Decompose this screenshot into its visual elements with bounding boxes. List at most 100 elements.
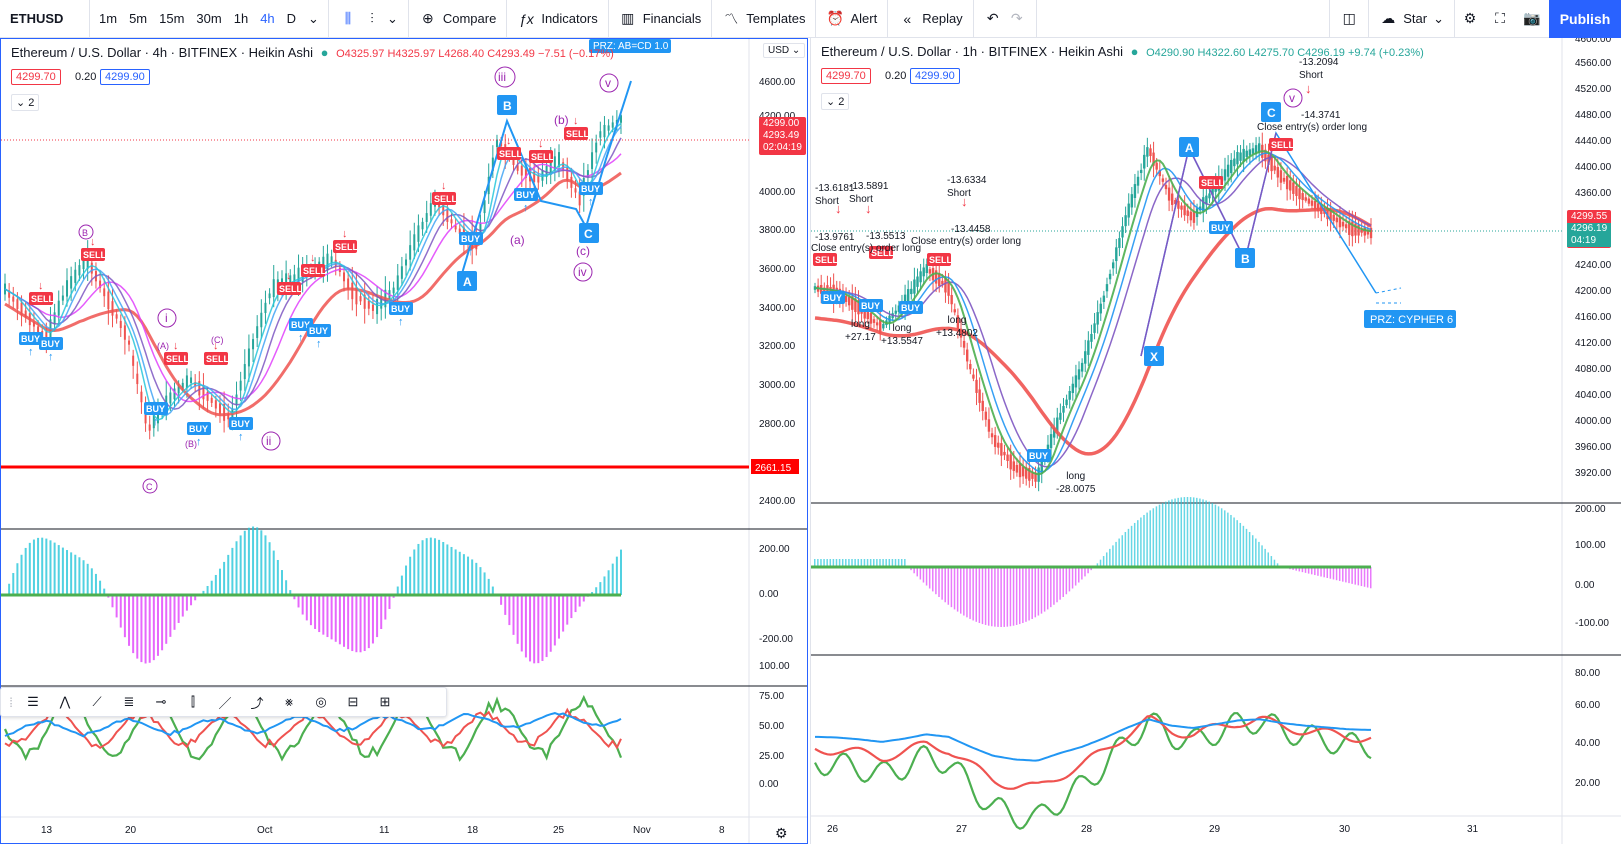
long-position-icon[interactable]: ⊟	[347, 694, 359, 709]
interval-15m[interactable]: 15m	[159, 11, 185, 26]
svg-text:SELL: SELL	[815, 255, 839, 265]
left-label-C[interactable]: C	[579, 223, 599, 243]
buy-signal-6[interactable]: BUY ↑	[144, 402, 168, 428]
sell-signal-5[interactable]: SELL ↓	[204, 340, 230, 365]
interval-4h[interactable]: 4h	[260, 11, 275, 26]
sell-signal-11[interactable]: SELL ↓	[333, 228, 359, 253]
buy-signal-8[interactable]: BUY ↑	[229, 417, 253, 443]
buy-signal-13[interactable]: BUY ↑	[307, 324, 331, 350]
buy-signal-2[interactable]: BUY ↑	[39, 337, 63, 363]
buy-signal-7[interactable]: BUY ↑	[187, 422, 211, 448]
sell-signal-3[interactable]: SELL ↓	[81, 236, 107, 261]
curve-icon[interactable]: ◎	[315, 694, 327, 709]
interval-5m[interactable]: 5m	[129, 11, 148, 26]
screenshot-button[interactable]: 📷	[1515, 0, 1549, 38]
compare-button[interactable]: ⊕ Compare	[409, 0, 508, 38]
trend-line-icon[interactable]: ⟋	[92, 694, 102, 709]
axis-settings-gear-icon[interactable]: ⚙	[775, 825, 788, 841]
sell-signal-9[interactable]: SELL ↓	[277, 270, 303, 295]
financials-button[interactable]: ▥ Financials	[609, 0, 713, 38]
right-buy-signal-8[interactable]: BUY	[1209, 221, 1233, 234]
sell-signal-15[interactable]: SELL ↓	[432, 180, 458, 205]
right-label-A[interactable]: A	[1179, 137, 1199, 157]
right-sell-signal-7[interactable]: SELL	[1199, 176, 1225, 189]
sell-signal-10[interactable]: SELL ↓	[301, 252, 327, 277]
bars-pattern-icon[interactable]: ⫿	[190, 694, 196, 709]
right-chart-pane[interactable]: A B C X v PRZ: CYPHER 6 SELL SELL SELL BUY B…	[810, 38, 1621, 844]
sell-signal-0[interactable]: SELL ↓	[29, 280, 55, 305]
lines-icon[interactable]: ☰	[27, 694, 39, 709]
left-bid-button[interactable]: 4299.70	[11, 69, 61, 85]
right-buy-signal-3[interactable]: BUY	[821, 291, 845, 304]
interval-1m[interactable]: 1m	[99, 11, 118, 26]
buy-signal-21[interactable]: BUY ↑	[579, 182, 603, 208]
right-sell-signal-1[interactable]: SELL	[869, 246, 895, 259]
layout-button[interactable]: ◫	[1329, 0, 1370, 38]
xabcd-icon[interactable]: ⨳	[284, 694, 294, 709]
short-position-icon[interactable]: ⊞	[379, 694, 391, 709]
right-price-axis[interactable]	[1562, 38, 1621, 844]
left-label-B[interactable]: B	[497, 95, 517, 115]
symbol-search[interactable]: ETHUSD	[0, 0, 90, 38]
horizontal-line-icon[interactable]: ⊸	[155, 694, 167, 709]
cypher-pattern-blue[interactable]	[1140, 131, 1377, 357]
right-bid-button[interactable]: 4299.70	[821, 68, 871, 84]
interval-1h[interactable]: 1h	[233, 11, 249, 26]
alert-button[interactable]: ⏰ Alert	[816, 0, 889, 38]
templates-button[interactable]: 〽 Templates	[712, 0, 817, 38]
buy-signal-16[interactable]: BUY ↑	[459, 232, 483, 258]
toolbar-right: ◫ ☁ Star ⌄ ⚙ ⛶ 📷 Publish	[1329, 0, 1621, 38]
right-sell-signal-0[interactable]: SELL	[813, 253, 839, 266]
chevron-down-icon[interactable]: ⌄	[308, 10, 319, 26]
sell-signal-4[interactable]: SELL ↓	[164, 340, 190, 365]
interval-d[interactable]: D	[286, 11, 297, 26]
ray-icon[interactable]: ／	[218, 695, 232, 711]
left-layers-toggle[interactable]: ⌄ 2	[11, 94, 40, 111]
left-pattern-abc[interactable]	[460, 118, 587, 278]
indicators-button[interactable]: ƒx Indicators	[507, 0, 609, 38]
right-sell-signal-2[interactable]: SELL	[927, 253, 953, 266]
left-ask-button[interactable]: 4299.90	[100, 69, 150, 85]
right-buy-signal-4[interactable]: BUY	[859, 299, 883, 312]
left-chart-pane[interactable]: 2661.15 B A C PRZ: AB=CD 1.0 iii v i ii	[0, 38, 808, 844]
settings-button[interactable]: ⚙	[1455, 0, 1485, 38]
right-buy-signal-6[interactable]: BUY	[1027, 449, 1051, 462]
projection-icon[interactable]: ⤴	[250, 695, 264, 711]
cloud-save-button[interactable]: ☁ Star ⌄	[1369, 0, 1455, 38]
chart-type-button[interactable]: ⫼ ⫶ ⌄	[329, 0, 409, 38]
left-label-A[interactable]: A	[457, 271, 477, 291]
left-signals: SELL ↓ BUY ↑ BUY ↑ SELL ↓ SELL ↓ SELL ↓ BUY ↑ BUY ↑ BUY ↑…	[19, 115, 603, 448]
buy-signal-1[interactable]: BUY ↑	[19, 332, 43, 358]
sell-signal-19[interactable]: SELL ↓	[564, 115, 590, 140]
right-label-X[interactable]: X	[1144, 346, 1164, 366]
fullscreen-button[interactable]: ⛶	[1485, 0, 1515, 38]
interval-30m[interactable]: 30m	[196, 11, 222, 26]
right-chart-svg[interactable]: A B C X v PRZ: CYPHER 6 SELL SELL SELL BUY B…	[811, 38, 1621, 844]
svg-text:X: X	[1150, 350, 1158, 364]
pattern-icon[interactable]: ⋀	[59, 694, 71, 709]
drag-handle-icon[interactable]: ⁞	[9, 694, 13, 710]
right-sell-signal-9[interactable]: SELL	[1269, 138, 1295, 151]
redo-icon[interactable]: ↷	[1010, 10, 1023, 26]
cypher-pattern-purple[interactable]	[1140, 132, 1277, 357]
left-chart-svg[interactable]: 2661.15 B A C PRZ: AB=CD 1.0 iii v i ii	[1, 39, 808, 844]
right-label-B[interactable]: B	[1235, 248, 1255, 268]
right-buy-signal-5[interactable]: BUY	[899, 301, 923, 314]
fib-icon[interactable]: ≣	[123, 694, 135, 709]
publish-button[interactable]: Publish	[1549, 0, 1621, 38]
sell-signal-18[interactable]: SELL ↓	[529, 138, 555, 163]
left-pattern-projection[interactable]	[585, 80, 632, 228]
undo-button[interactable]: ↶ ↷	[974, 0, 1037, 38]
sell-signal-17[interactable]: SELL ↓	[497, 135, 523, 160]
right-layers-toggle[interactable]: ⌄ 2	[821, 93, 850, 110]
buy-signal-20[interactable]: BUY ↑	[514, 188, 538, 214]
left-prz-label[interactable]: PRZ: AB=CD 1.0	[589, 39, 671, 53]
right-rsi-tick-1: 60.00	[1575, 700, 1601, 711]
prz-cypher-label[interactable]: PRZ: CYPHER 6	[1364, 310, 1456, 328]
right-ask-button[interactable]: 4299.90	[910, 68, 960, 84]
left-price-axis[interactable]	[749, 39, 808, 844]
currency-selector[interactable]: USD ⌄	[763, 43, 806, 58]
replay-button[interactable]: « Replay	[888, 0, 974, 38]
right-label-C[interactable]: C	[1261, 102, 1281, 122]
buy-signal-14[interactable]: BUY ↑	[389, 302, 413, 328]
